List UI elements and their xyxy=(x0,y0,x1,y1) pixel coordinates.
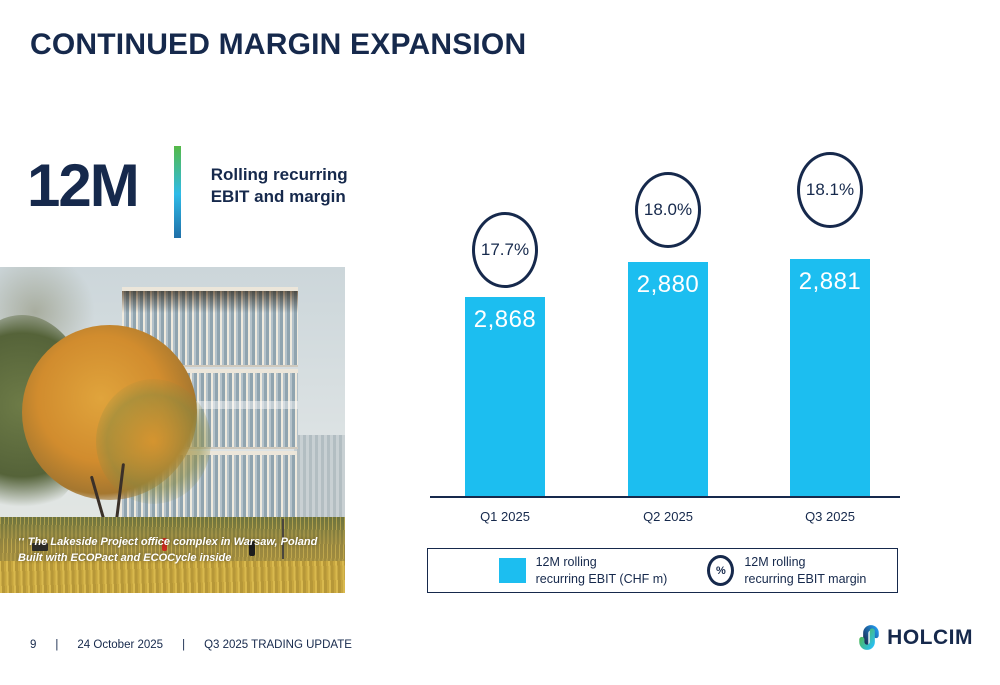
page-number: 9 xyxy=(30,639,37,651)
bar-group: 18.1% 2,881 Q3 2025 xyxy=(790,150,870,524)
photo: '' The Lakeside Project office complex in… xyxy=(0,267,345,593)
legend-item-ebit: 12M rolling recurring EBIT (CHF m) xyxy=(498,554,668,587)
legend-ebit-line2: recurring EBIT (CHF m) xyxy=(535,571,668,586)
ebit-bar: 2,868 xyxy=(465,297,545,496)
x-axis-label: Q1 2025 xyxy=(480,509,530,524)
photo-person-black xyxy=(249,541,255,556)
photo-far-building xyxy=(294,435,345,527)
brand-name: HOLCIM xyxy=(887,625,973,649)
bar-group: 17.7% 2,868 Q1 2025 xyxy=(465,150,545,524)
photo-person-red xyxy=(162,538,167,551)
key-figure-value: 12M xyxy=(27,152,140,219)
photo-caption-line2: Built with ECOPact and ECOCycle inside xyxy=(18,552,232,565)
x-axis-label: Q2 2025 xyxy=(643,509,693,524)
page-title: CONTINUED MARGIN EXPANSION xyxy=(30,28,527,61)
photo-caption-line1: The Lakeside Project office complex in W… xyxy=(27,536,318,549)
percent-circle-icon: % xyxy=(707,555,735,586)
quote-mark-icon: '' xyxy=(18,537,25,549)
margin-value: 18.0% xyxy=(643,200,693,219)
footer-separator: | xyxy=(55,639,59,651)
gradient-divider xyxy=(173,146,181,238)
margin-circle: 18.0% xyxy=(635,172,701,248)
footer-date: 24 October 2025 xyxy=(77,639,164,651)
margin-circle: 18.1% xyxy=(797,152,863,228)
legend-item-margin: % 12M rolling recurring EBIT margin xyxy=(707,554,866,587)
key-figure-label: Rolling recurring EBIT and margin xyxy=(210,165,348,207)
ebit-bar: 2,881 xyxy=(790,259,870,496)
footer: 9 | 24 October 2025 | Q3 2025 TRADING UP… xyxy=(30,639,352,651)
holcim-logo-icon xyxy=(859,625,879,650)
margin-circle: 17.7% xyxy=(472,212,538,288)
photo-bench xyxy=(32,543,48,551)
legend-ebit-label: 12M rolling recurring EBIT (CHF m) xyxy=(536,554,668,587)
chart-legend: 12M rolling recurring EBIT (CHF m) % 12M… xyxy=(427,548,898,593)
photo-caption: '' The Lakeside Project office complex in… xyxy=(18,535,317,567)
bar-group: 18.0% 2,880 Q2 2025 xyxy=(628,150,708,524)
photo-foreground-grass xyxy=(0,561,345,593)
key-figure-block: 12M Rolling recurring EBIT and margin xyxy=(27,142,348,238)
legend-margin-line2: recurring EBIT margin xyxy=(744,571,867,586)
ebit-value: 2,881 xyxy=(798,268,862,295)
brand-logo: HOLCIM xyxy=(856,623,973,652)
photo-pole xyxy=(282,519,284,559)
footer-separator: | xyxy=(182,639,186,651)
photo-building-attic xyxy=(122,291,298,313)
chart-plot: 17.7% 2,868 Q1 2025 18.0% 2,880 Q2 2025 18.1% 2… xyxy=(430,150,900,524)
footer-report-title: Q3 2025 TRADING UPDATE xyxy=(204,639,352,651)
legend-margin-line1: 12M rolling xyxy=(744,555,806,570)
photo-tree xyxy=(96,379,211,504)
photo-glass-band xyxy=(127,401,298,409)
legend-margin-label: 12M rolling recurring EBIT margin xyxy=(744,554,866,587)
margin-value: 17.7% xyxy=(480,240,530,259)
legend-ebit-line1: 12M rolling xyxy=(535,555,597,570)
ebit-value: 2,868 xyxy=(473,306,537,333)
margin-value: 18.1% xyxy=(805,180,855,199)
ebit-swatch-icon xyxy=(498,558,526,583)
ebit-bar: 2,880 xyxy=(628,262,708,496)
ebit-value: 2,880 xyxy=(636,271,700,298)
x-axis-label: Q3 2025 xyxy=(805,509,855,524)
